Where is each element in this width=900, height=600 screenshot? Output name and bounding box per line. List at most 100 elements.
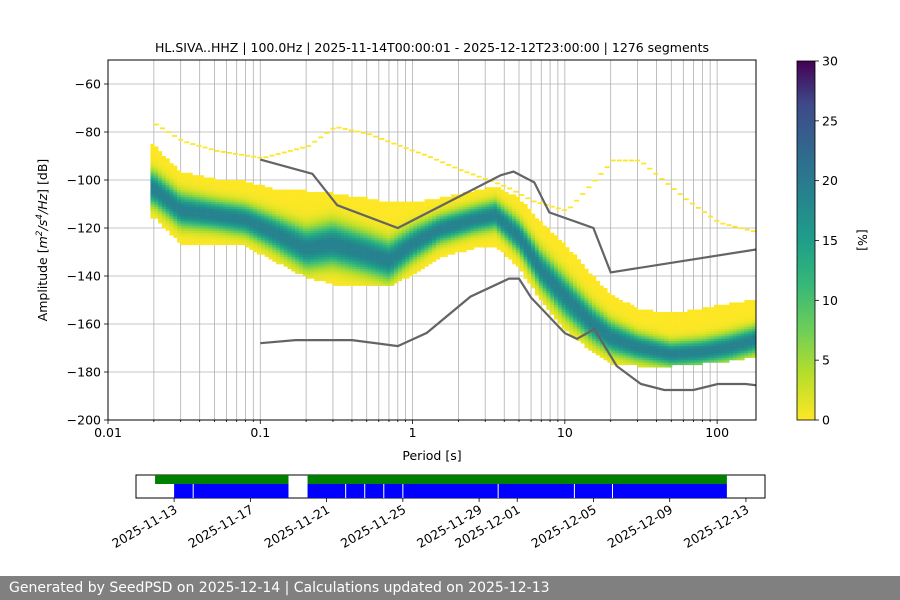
density-cell <box>207 237 212 241</box>
density-cell <box>378 218 383 222</box>
density-cell <box>637 350 642 354</box>
density-cell <box>150 208 155 212</box>
density-cell <box>645 319 650 322</box>
density-cell <box>344 213 349 217</box>
density-cell <box>314 223 319 226</box>
density-cell <box>474 230 479 234</box>
density-cell <box>435 237 441 241</box>
density-cell <box>367 240 372 243</box>
density-cell <box>356 216 361 219</box>
density-cell <box>424 204 429 207</box>
density-cell <box>424 218 429 222</box>
density-cell <box>569 261 574 265</box>
density-cell <box>470 208 475 212</box>
density-cell <box>260 189 265 193</box>
density-cell <box>439 232 444 236</box>
density-cell <box>218 232 224 236</box>
density-cell <box>474 218 479 222</box>
density-cell <box>576 261 581 265</box>
density-cell <box>180 184 186 188</box>
density-cell <box>348 276 353 279</box>
density-cell <box>241 194 246 198</box>
density-cell <box>291 225 296 229</box>
density-cell <box>592 350 597 354</box>
density-cell <box>390 259 395 262</box>
density-cell <box>626 355 631 358</box>
density-cell <box>367 268 372 272</box>
density-cell <box>515 259 521 262</box>
density-cell <box>230 225 235 229</box>
density-cell <box>660 348 665 351</box>
density-cell <box>668 345 673 349</box>
density-cell <box>519 204 524 207</box>
density-cell <box>451 218 456 222</box>
density-cell <box>481 189 486 193</box>
density-cell <box>382 249 387 253</box>
density-cell <box>550 240 555 243</box>
density-cell <box>645 321 650 325</box>
density-cell <box>386 259 391 262</box>
density-cell <box>523 240 528 243</box>
density-cell <box>196 237 201 241</box>
density-cell <box>588 345 593 349</box>
density-cell <box>515 247 521 250</box>
density-cell <box>405 242 410 246</box>
density-cell <box>344 276 349 279</box>
density-cell <box>161 201 166 205</box>
density-cell <box>348 228 353 231</box>
density-cell <box>595 307 600 310</box>
density-cell <box>455 247 460 250</box>
density-cell <box>397 256 403 260</box>
density-cell <box>199 240 205 243</box>
density-cell <box>626 319 631 322</box>
density-cell <box>333 280 338 284</box>
density-cell <box>439 211 444 214</box>
density-cell <box>287 235 292 238</box>
density-cell <box>603 309 608 313</box>
density-cell <box>405 211 410 214</box>
density-cell <box>279 213 284 217</box>
density-cell <box>405 244 410 248</box>
density-cell <box>257 244 262 248</box>
density-cell <box>154 201 159 205</box>
density-cell <box>249 201 254 205</box>
density-cell <box>226 218 231 222</box>
density-cell <box>314 256 319 260</box>
density-cell <box>268 247 273 250</box>
density-cell <box>462 208 467 212</box>
density-cell <box>584 304 589 308</box>
density-cell <box>283 228 288 231</box>
density-cell <box>188 230 193 234</box>
density-cell <box>333 211 338 214</box>
density-cell <box>276 235 281 238</box>
density-cell <box>569 264 574 267</box>
density-cell <box>481 228 486 231</box>
density-cell <box>660 345 665 349</box>
density-cell <box>199 180 205 183</box>
density-cell <box>184 199 189 202</box>
density-cell <box>344 218 349 222</box>
density-cell <box>474 225 479 229</box>
density-cell <box>184 204 189 207</box>
density-cell <box>154 189 159 193</box>
density-cell <box>435 199 441 202</box>
density-cell <box>272 220 277 224</box>
density-cell <box>169 163 174 166</box>
density-cell <box>272 204 277 207</box>
density-cell <box>199 211 205 214</box>
density-cell <box>485 192 490 195</box>
density-cell <box>512 194 517 198</box>
density-cell <box>683 350 688 354</box>
density-cell <box>409 244 414 248</box>
density-cell <box>740 304 745 308</box>
density-cell <box>500 220 505 224</box>
density-cell <box>314 266 319 270</box>
density-cell <box>584 290 589 294</box>
density-cell <box>618 316 623 320</box>
density-cell <box>592 338 597 342</box>
density-cell <box>268 228 273 231</box>
density-cell <box>222 223 227 226</box>
density-cell <box>390 268 395 272</box>
density-cell <box>523 273 528 277</box>
density-cell <box>158 156 163 159</box>
